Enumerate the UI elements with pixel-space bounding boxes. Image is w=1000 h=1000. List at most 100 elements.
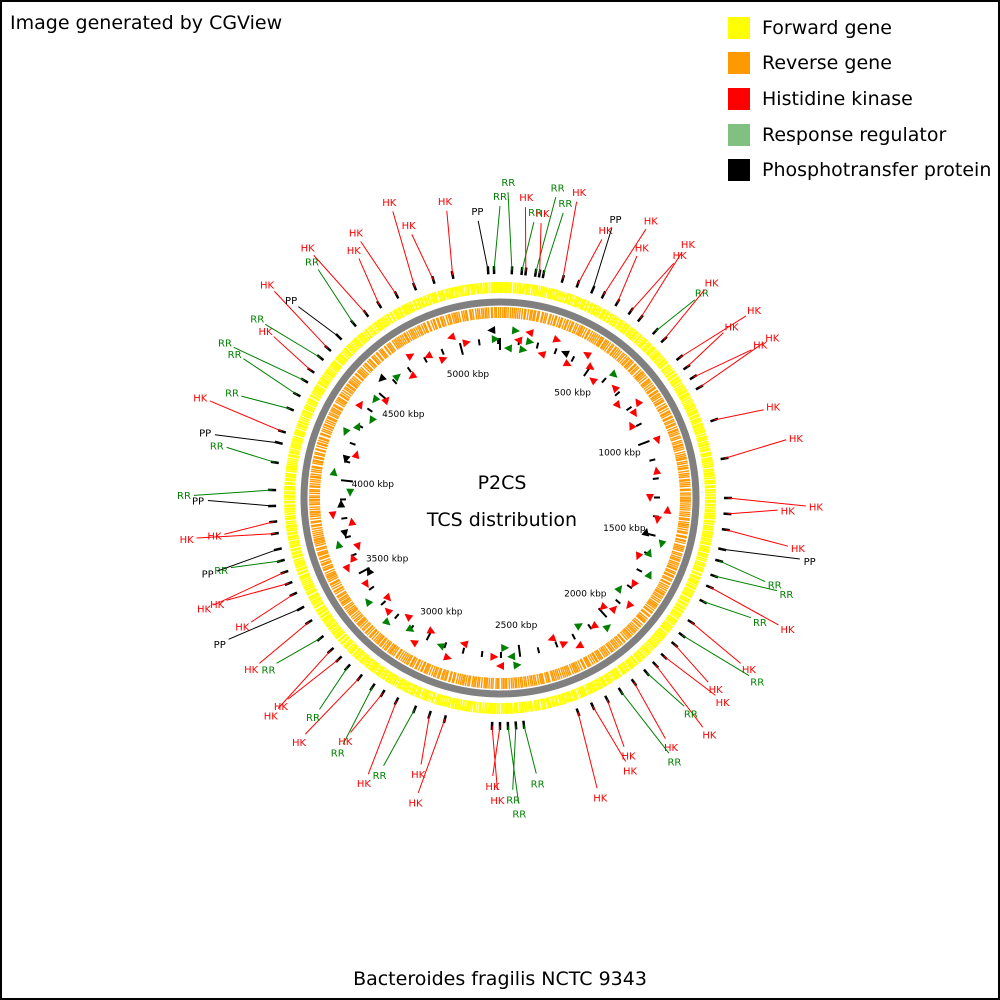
reverse-gene-mark <box>584 329 592 340</box>
reverse-gene-mark <box>480 677 484 689</box>
forward-gene-mark <box>285 469 297 473</box>
reverse-gene-mark <box>326 416 338 423</box>
reverse-gene-mark <box>484 307 487 319</box>
forward-gene-mark <box>435 693 441 705</box>
forward-gene-mark <box>408 301 415 313</box>
reverse-gene-mark <box>434 666 440 678</box>
minor-tick <box>652 477 659 481</box>
feature-callout-line <box>507 192 513 271</box>
reverse-gene-mark <box>522 308 526 320</box>
forward-gene-mark <box>286 466 298 470</box>
forward-gene-mark <box>660 363 671 372</box>
feature-arrow <box>329 467 338 477</box>
feature-callout-line <box>392 211 416 287</box>
scale-label: 2000 kbp <box>564 589 607 599</box>
forward-gene-mark <box>447 696 453 709</box>
reverse-gene-mark <box>549 670 554 682</box>
reverse-gene-mark <box>474 676 478 688</box>
reverse-gene-mark <box>539 673 544 685</box>
reverse-gene-mark <box>664 569 676 575</box>
forward-gene-mark <box>370 662 379 672</box>
forward-gene-mark <box>331 626 342 635</box>
forward-gene-mark <box>488 282 491 294</box>
forward-gene-mark <box>481 702 485 714</box>
reverse-gene-mark <box>674 450 686 455</box>
forward-gene-mark <box>306 588 317 595</box>
forward-gene-mark <box>690 418 702 425</box>
feature-label: HK <box>357 779 372 790</box>
forward-gene-mark <box>595 307 603 318</box>
feature-callout-line <box>577 712 598 789</box>
reverse-gene-mark <box>310 475 322 478</box>
reverse-gene-mark <box>673 448 685 453</box>
forward-gene-mark <box>301 411 312 418</box>
forward-gene-mark <box>456 286 461 298</box>
reverse-gene-mark <box>457 311 462 323</box>
reverse-gene-mark <box>405 331 413 342</box>
forward-gene-mark <box>422 295 429 307</box>
feature-arrow <box>612 400 621 409</box>
feature-label: HK <box>197 605 212 616</box>
reverse-gene-mark <box>602 340 610 351</box>
forward-gene-mark <box>284 477 296 481</box>
feature-arrow <box>490 652 499 661</box>
reverse-gene-mark <box>675 454 687 459</box>
forward-gene-mark <box>324 617 335 625</box>
forward-gene-mark <box>571 295 578 307</box>
feature-label: HK <box>747 306 762 317</box>
reverse-gene-mark <box>515 677 518 689</box>
forward-gene-mark <box>290 547 302 552</box>
legend: Forward gene Reverse gene Histidine kina… <box>728 10 991 188</box>
forward-gene-mark <box>696 555 708 561</box>
reverse-gene-mark <box>318 437 330 443</box>
feature-callout-line <box>298 306 340 338</box>
forward-gene-mark <box>389 311 397 322</box>
forward-gene-mark <box>670 378 681 386</box>
reverse-gene-mark <box>400 333 408 345</box>
forward-gene-mark <box>523 701 527 713</box>
reverse-gene-mark <box>635 372 646 381</box>
forward-gene-mark <box>302 580 313 587</box>
feature-label: RR <box>753 618 767 629</box>
forward-gene-mark <box>698 547 710 552</box>
feature-arrow <box>343 427 351 437</box>
forward-gene-mark <box>637 649 646 659</box>
forward-gene-mark <box>393 309 401 320</box>
forward-gene-mark <box>557 290 563 302</box>
feature-label: HK <box>292 738 307 749</box>
forward-gene-mark <box>687 410 698 417</box>
reverse-gene-mark <box>420 323 427 335</box>
reverse-gene-mark <box>323 565 334 572</box>
reverse-gene-mark <box>543 672 548 684</box>
minor-tick <box>394 613 400 620</box>
reverse-gene-mark <box>424 663 431 674</box>
reverse-gene-mark <box>652 397 664 405</box>
forward-gene-mark <box>441 289 447 301</box>
forward-gene-mark <box>284 481 296 485</box>
feature-callout-line <box>539 223 542 274</box>
forward-gene-mark <box>698 548 710 554</box>
forward-gene-mark <box>693 425 705 431</box>
forward-gene-mark <box>327 621 338 630</box>
reverse-gene-mark <box>321 428 333 434</box>
forward-gene-mark <box>630 331 639 341</box>
reverse-gene-mark <box>330 408 342 415</box>
reverse-gene-mark <box>650 393 661 401</box>
feature-label: RR <box>531 780 545 791</box>
forward-gene-mark <box>352 339 362 349</box>
forward-gene-mark <box>486 282 489 294</box>
forward-gene-mark <box>284 516 296 520</box>
reverse-gene-mark <box>326 573 338 580</box>
forward-gene-mark <box>633 652 642 662</box>
reverse-gene-mark <box>388 643 396 654</box>
feature-callout-line <box>417 719 446 794</box>
reverse-gene-mark <box>310 517 322 520</box>
forward-gene-mark <box>484 282 487 294</box>
forward-gene-mark <box>703 468 715 472</box>
forward-gene-mark <box>479 702 483 714</box>
reverse-gene-mark <box>478 676 481 688</box>
reverse-gene-mark <box>343 601 354 609</box>
reverse-gene-mark <box>660 578 671 585</box>
reverse-gene-mark <box>674 452 686 457</box>
reverse-gene-mark <box>315 447 327 453</box>
